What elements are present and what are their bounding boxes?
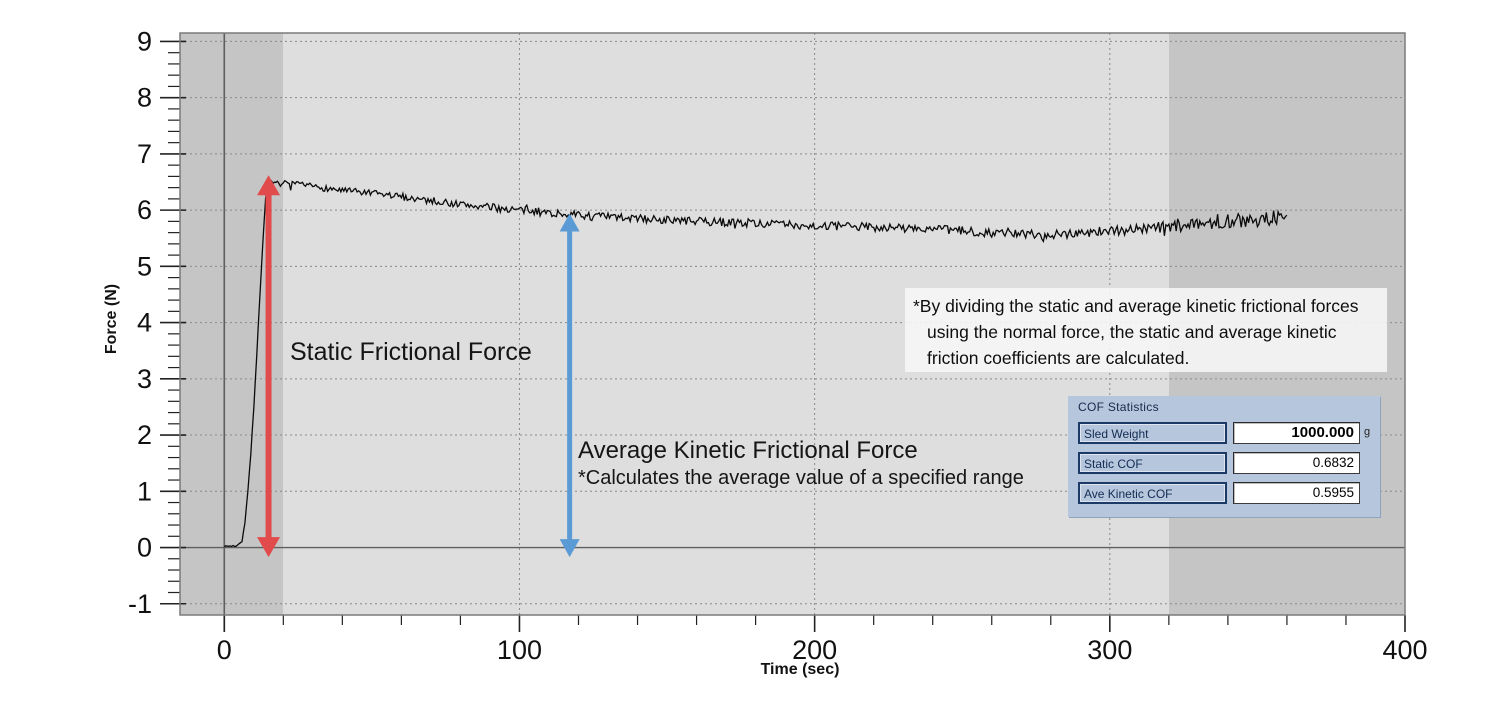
static-friction-label: Static Frictional Force [290, 338, 532, 366]
cof-row-label: Static COF [1078, 452, 1227, 474]
svg-text:100: 100 [497, 635, 542, 665]
svg-text:-1: -1 [128, 589, 152, 619]
axis-tick-labels: -1 0 1 2 3 4 5 6 7 8 9 0 100 200 300 400 [128, 26, 1428, 665]
kinetic-friction-label: Average Kinetic Frictional Force *Calcul… [578, 436, 1024, 491]
svg-text:4: 4 [137, 308, 152, 338]
svg-text:1: 1 [137, 476, 152, 506]
plot-border [179, 32, 1406, 616]
cof-row-static-cof: Static COF 0.6832 [1068, 452, 1380, 476]
svg-text:400: 400 [1382, 635, 1427, 665]
sled-weight-value-field[interactable]: 1000.000 [1233, 422, 1360, 444]
note-line: friction coefficients are calculated. [927, 348, 1190, 368]
cof-panel-title: COF Statistics [1078, 400, 1159, 414]
svg-text:3: 3 [137, 364, 152, 394]
note-line: using the normal force, the static and a… [927, 322, 1337, 342]
svg-text:300: 300 [1087, 635, 1132, 665]
cof-row-label: Ave Kinetic COF [1078, 482, 1227, 504]
static-friction-arrow [257, 175, 281, 558]
svg-text:5: 5 [137, 251, 152, 281]
zero-lines [180, 33, 1405, 632]
cof-row-ave-kinetic-cof: Ave Kinetic COF 0.5955 [1068, 482, 1380, 506]
svg-text:0: 0 [137, 533, 152, 563]
cof-row-sled-weight: Sled Weight 1000.000 g [1068, 422, 1380, 446]
note-line: *By dividing the static and average kine… [913, 296, 1359, 316]
kinetic-friction-arrow [559, 213, 580, 558]
cof-row-label: Sled Weight [1078, 422, 1227, 444]
svg-text:0: 0 [217, 635, 232, 665]
sled-weight-unit: g [1364, 426, 1371, 438]
x-axis-title: Time (sec) [760, 661, 840, 678]
y-axis-title: Force (N) [103, 283, 120, 355]
svg-text:9: 9 [137, 26, 152, 56]
static-cof-value-field[interactable]: 0.6832 [1233, 452, 1360, 474]
cof-statistics-panel: COF Statistics Sled Weight 1000.000 g St… [1068, 396, 1380, 517]
svg-text:6: 6 [137, 195, 152, 225]
friction-force-trace [223, 176, 1288, 548]
kinetic-friction-label-note: *Calculates the average value of a speci… [578, 467, 1024, 489]
svg-text:2: 2 [137, 420, 152, 450]
cof-explanation-note: *By dividing the static and average kine… [905, 288, 1387, 372]
kinetic-friction-label-title: Average Kinetic Frictional Force [578, 437, 918, 464]
svg-text:200: 200 [792, 635, 837, 665]
ave-kinetic-cof-value-field[interactable]: 0.5955 [1233, 482, 1360, 504]
svg-text:8: 8 [137, 83, 152, 113]
axis-ticks [160, 40, 1406, 632]
svg-text:7: 7 [137, 139, 152, 169]
